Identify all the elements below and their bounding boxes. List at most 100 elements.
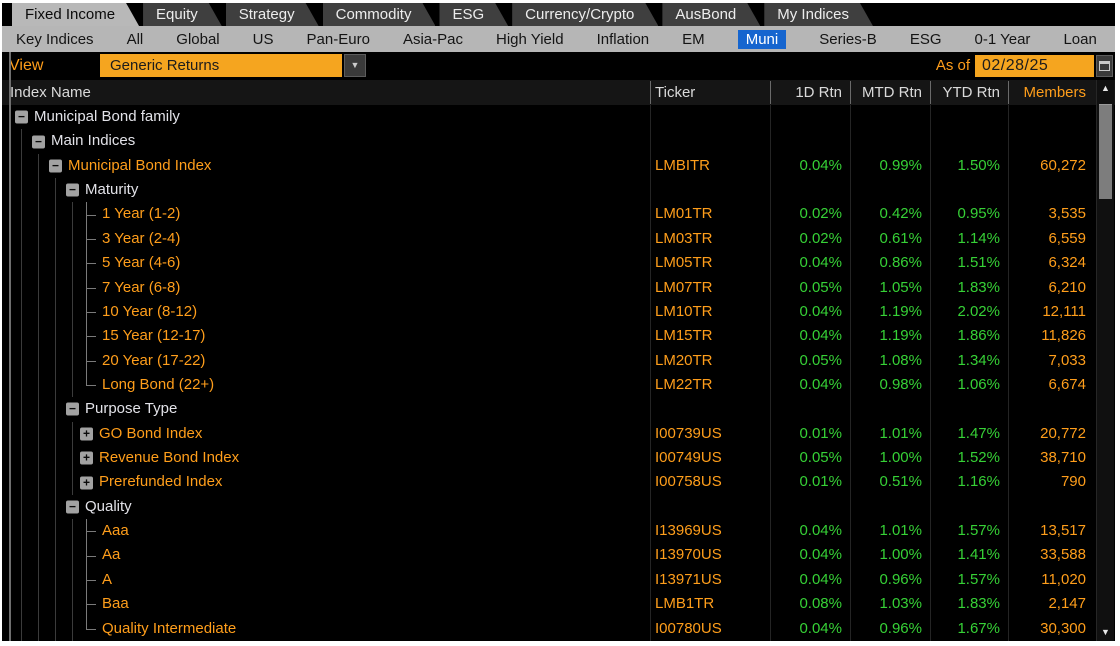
table-row[interactable]: − Municipal Bond family [2, 105, 1115, 129]
calendar-button[interactable] [1096, 55, 1113, 77]
table-row[interactable]: Long Bond (22+) LM22TR 0.04% 0.98% 1.06% 6,67… [2, 372, 1115, 398]
col-header-ytd-rtn[interactable]: YTD Rtn [942, 84, 1000, 101]
col-header-mtd-rtn[interactable]: MTD Rtn [862, 84, 922, 101]
subnav-item-asia-pac[interactable]: Asia-Pac [402, 30, 463, 48]
tree-guide-line [72, 543, 73, 568]
table-row[interactable]: 3 Year (2-4) LM03TR 0.02% 0.61% 1.14% 6,559 [2, 226, 1115, 252]
col-header-1d-rtn[interactable]: 1D Rtn [795, 84, 842, 101]
tree-guide-line [38, 421, 39, 447]
rtn-1d-cell: 0.04% [799, 375, 842, 393]
subnav-item-0-1-year[interactable]: 0-1 Year [974, 30, 1031, 48]
table-row[interactable]: − Purpose Type [2, 397, 1115, 422]
tab-esg[interactable]: ESG [439, 3, 508, 26]
collapse-icon[interactable]: − [66, 402, 79, 416]
table-row[interactable]: + Revenue Bond Index I00749US 0.05% 1.00% 1.5… [2, 446, 1115, 471]
table-row[interactable]: + Prerefunded Index I00758US 0.01% 0.51% 1.16… [2, 470, 1115, 495]
table-row[interactable]: + GO Bond Index I00739US 0.01% 1.01% 1.47% 20,… [2, 421, 1115, 447]
col-header-members[interactable]: Members [1023, 84, 1086, 101]
tree-guide-line [21, 494, 22, 520]
rtn-ytd-cell: 1.34% [957, 351, 1000, 369]
rtn-1d-cell: 0.04% [799, 156, 842, 174]
table-row[interactable]: − Municipal Bond Index LMBITR 0.04% 0.99% 1.5… [2, 153, 1115, 179]
col-header-ticker[interactable]: Ticker [655, 84, 696, 101]
collapse-icon[interactable]: − [15, 110, 28, 124]
subnav-item-high-yield[interactable]: High Yield [496, 30, 564, 48]
table-row[interactable]: Aa I13970US 0.04% 1.00% 1.41% 33,588 [2, 543, 1115, 568]
rtn-1d-cell: 0.05% [799, 351, 842, 369]
col-header-index-name[interactable]: Index Name [10, 84, 91, 101]
table-row[interactable]: Aaa I13969US 0.04% 1.01% 1.57% 13,517 [2, 519, 1115, 544]
table-row[interactable]: 10 Year (8-12) LM10TR 0.04% 1.19% 2.02% 12,11… [2, 299, 1115, 325]
rtn-mtd-cell: 0.98% [879, 375, 922, 393]
table-row[interactable]: 20 Year (17-22) LM20TR 0.05% 1.08% 1.34% 7,03… [2, 348, 1115, 373]
ticker-cell: LM10TR [655, 302, 713, 320]
rtn-ytd-cell: 1.86% [957, 327, 1000, 345]
table-row[interactable]: 5 Year (4-6) LM05TR 0.04% 0.86% 1.51% 6,324 [2, 251, 1115, 276]
tab-fixed-income[interactable]: Fixed Income [12, 3, 139, 26]
collapse-icon[interactable]: − [49, 159, 62, 173]
tree-guide-line [72, 470, 73, 495]
tree-guide-line [55, 324, 56, 349]
expand-icon[interactable]: + [80, 427, 93, 441]
table-row[interactable]: − Quality [2, 494, 1115, 520]
expand-icon[interactable]: + [80, 451, 93, 465]
view-select-arrow-button[interactable]: ▼ [344, 54, 366, 77]
subnav-item-esg[interactable]: ESG [909, 30, 942, 48]
tree-guide-line [21, 251, 22, 276]
table-row[interactable]: − Main Indices [2, 129, 1115, 154]
table-row[interactable]: 15 Year (12-17) LM15TR 0.04% 1.19% 1.86% 11,8… [2, 324, 1115, 349]
ticker-cell: LM07TR [655, 278, 713, 296]
subnav-item-inflation[interactable]: Inflation [596, 30, 650, 48]
scroll-up-button[interactable]: ▲ [1097, 80, 1114, 96]
subnav-item-pan-euro[interactable]: Pan-Euro [306, 30, 370, 48]
collapse-icon[interactable]: − [32, 135, 45, 149]
subnav-item-key-indices[interactable]: Key Indices [16, 30, 94, 48]
subnav-item-loan[interactable]: Loan [1063, 30, 1097, 48]
rtn-1d-cell: 0.04% [799, 254, 842, 272]
subnav-item-em[interactable]: EM [682, 30, 705, 48]
tree-guide-line [21, 299, 22, 325]
table-row[interactable]: Baa LMB1TR 0.08% 1.03% 1.83% 2,147 [2, 592, 1115, 617]
tree-guide-line [21, 153, 22, 179]
collapse-icon[interactable]: − [66, 500, 79, 514]
tab-commodity[interactable]: Commodity [323, 3, 436, 26]
table-row[interactable]: 1 Year (1-2) LM01TR 0.02% 0.42% 0.95% 3,535 [2, 202, 1115, 227]
tree-guide-line [72, 592, 73, 617]
index-name-label: Prerefunded Index [99, 473, 223, 491]
subnav-item-global[interactable]: Global [176, 30, 220, 48]
subnav-item-us[interactable]: US [252, 30, 274, 48]
tree-guide-line [38, 202, 39, 227]
tab-currency-crypto[interactable]: Currency/Crypto [512, 3, 658, 26]
tab-my-indices[interactable]: My Indices [764, 3, 873, 26]
tree-branch-tick [86, 555, 96, 557]
tree-guide-line [38, 592, 39, 617]
tab-ausbond[interactable]: AusBond [662, 3, 760, 26]
members-cell: 11,020 [1041, 570, 1086, 588]
scrollbar-thumb[interactable] [1099, 104, 1112, 199]
asof-date-input[interactable]: 02/28/25 [975, 55, 1094, 77]
scroll-down-button[interactable]: ▼ [1097, 624, 1114, 640]
expand-icon[interactable]: + [80, 476, 93, 490]
ticker-cell: I00758US [655, 473, 722, 491]
rtn-1d-cell: 0.01% [799, 424, 842, 442]
table-row[interactable]: A I13971US 0.04% 0.96% 1.57% 11,020 [2, 567, 1115, 593]
subnav-item-series-b[interactable]: Series-B [819, 30, 877, 48]
index-name-label: 7 Year (6-8) [102, 278, 181, 296]
table-row[interactable]: 7 Year (6-8) LM07TR 0.05% 1.05% 1.83% 6,210 [2, 275, 1115, 300]
tree-guide-line [72, 202, 73, 227]
index-name-label: Municipal Bond family [34, 108, 180, 125]
table-row[interactable]: Quality Intermediate I00780US 0.04% 0.96% 1.… [2, 616, 1115, 641]
collapse-icon[interactable]: − [66, 183, 79, 197]
tree-guide-line [21, 446, 22, 471]
vertical-scrollbar[interactable]: ▲ ▼ [1096, 80, 1114, 641]
subnav-item-muni[interactable]: Muni [737, 29, 787, 49]
tab-equity[interactable]: Equity [143, 3, 222, 26]
tree-branch-tick [86, 628, 96, 630]
tab-strategy[interactable]: Strategy [226, 3, 319, 26]
rtn-1d-cell: 0.04% [799, 302, 842, 320]
table-row[interactable]: − Maturity [2, 178, 1115, 203]
tree-guide-line [72, 519, 73, 544]
tree-guide-line [21, 202, 22, 227]
view-select[interactable]: Generic Returns [100, 54, 342, 77]
subnav-item-all[interactable]: All [126, 30, 144, 48]
